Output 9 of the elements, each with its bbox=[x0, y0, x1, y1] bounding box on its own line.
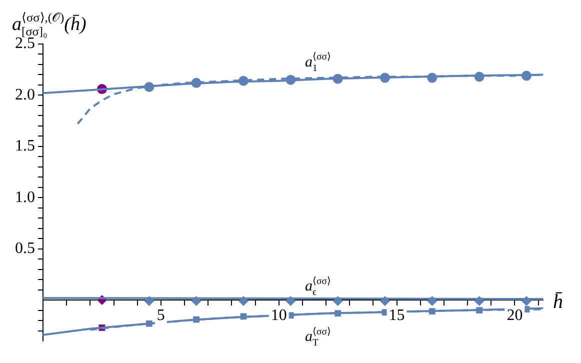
x-tick-label: 15 bbox=[388, 306, 405, 324]
x-tick-label: 5 bbox=[156, 306, 165, 324]
x-axis-title: h̄ bbox=[553, 291, 563, 314]
y-tick-label: 2.0 bbox=[15, 86, 35, 104]
x-tick-label: 20 bbox=[506, 306, 523, 324]
y-tick-label: 1.5 bbox=[15, 138, 35, 155]
y-tick-label: 1.0 bbox=[15, 188, 35, 206]
y-tick-label: 0.5 bbox=[15, 240, 35, 258]
x-tick-label: 10 bbox=[270, 306, 287, 324]
